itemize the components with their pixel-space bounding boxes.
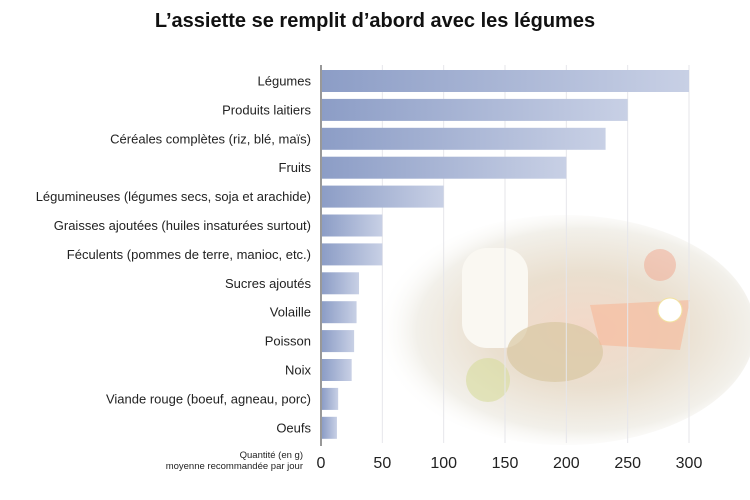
category-label: Noix (285, 363, 312, 378)
category-label: Viande rouge (boeuf, agneau, porc) (106, 391, 311, 406)
bar (322, 98, 628, 121)
bar (322, 359, 352, 381)
category-label: Fruits (279, 160, 312, 175)
x-tick-label: 50 (373, 455, 391, 472)
x-tick-label: 300 (676, 455, 703, 472)
bar (322, 214, 383, 237)
bar (322, 185, 444, 208)
bar (322, 156, 567, 179)
category-label: Oeufs (276, 420, 311, 435)
category-label: Volaille (270, 305, 311, 320)
bar (322, 387, 339, 410)
category-label: Légumineuses (légumes secs, soja et arac… (36, 189, 311, 204)
category-label: Graisses ajoutées (huiles insaturées sur… (54, 218, 311, 233)
category-label: Féculents (pommes de terre, manioc, etc.… (67, 247, 311, 262)
x-tick-label: 150 (492, 455, 519, 472)
bar (322, 301, 357, 324)
x-tick-label: 250 (614, 455, 641, 472)
bar (322, 127, 606, 150)
x-tick-label: 0 (317, 455, 326, 472)
bar (322, 330, 355, 353)
category-label: Céréales complètes (riz, blé, maïs) (110, 131, 311, 146)
x-tick-label: 100 (430, 455, 457, 472)
category-label: Produits laitiers (222, 102, 311, 117)
category-label: Sucres ajoutés (225, 276, 311, 291)
bar (322, 70, 689, 92)
bar (322, 243, 383, 266)
chart-title: L’assiette se remplit d’abord avec les l… (154, 10, 596, 32)
bar (322, 272, 360, 295)
x-axis-label-line1: Quantité (en g) (240, 450, 303, 461)
category-label: Légumes (258, 74, 312, 89)
category-label: Poisson (265, 334, 311, 349)
food-photo (375, 215, 750, 445)
bar (322, 416, 337, 439)
x-axis-label-line2: moyenne recommandée par jour (166, 461, 303, 472)
x-tick-label: 200 (553, 455, 580, 472)
